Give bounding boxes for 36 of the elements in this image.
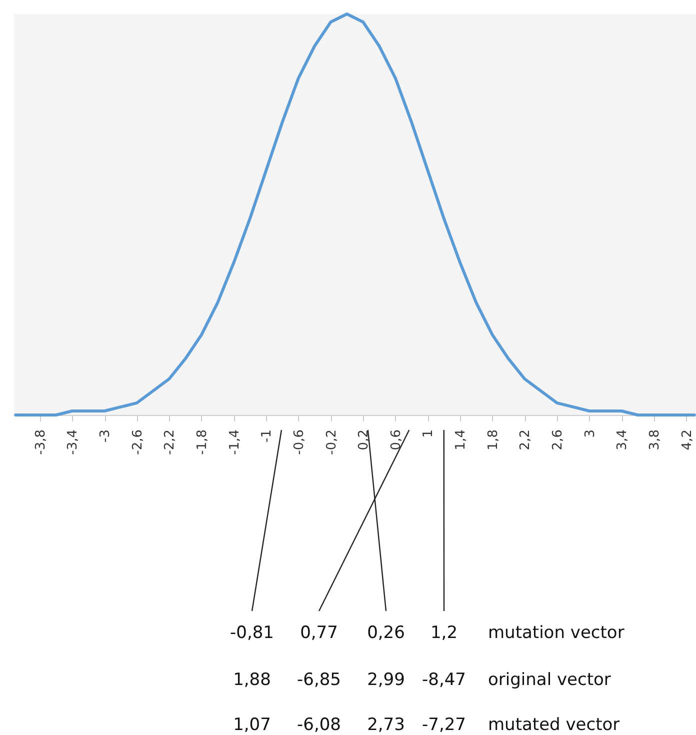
x-tick-label: -0,2: [324, 430, 340, 455]
x-tick-label: -1,4: [227, 430, 242, 455]
text: 0,26: [367, 623, 405, 643]
x-tick-label: -2,2: [162, 430, 178, 455]
text: 1,2: [430, 623, 458, 643]
x-tick-label: 3,8: [647, 430, 662, 450]
x-tick-label: -3,4: [66, 430, 81, 455]
text: -7,27: [422, 715, 466, 735]
text: -8,47: [422, 670, 466, 690]
x-tick-label: 3: [582, 430, 598, 438]
text: -6,08: [297, 715, 341, 735]
x-tick-label: 3,4: [615, 430, 630, 450]
x-tick-label: -2,6: [130, 430, 146, 455]
text: 1,88: [233, 670, 271, 690]
x-tick-label: -3,8: [33, 430, 48, 455]
text: 2,99: [367, 670, 405, 690]
x-tick-label: 2,6: [550, 430, 566, 450]
x-tick-label: -1,8: [194, 430, 210, 455]
x-tick-label: -1: [260, 430, 275, 442]
x-tick-label: 0,2: [356, 430, 372, 450]
text: 0,77: [300, 623, 338, 643]
x-tick-label: 1: [421, 430, 436, 438]
x-tick-label: 0,6: [388, 430, 404, 450]
x-tick-label: -0,6: [292, 430, 307, 455]
x-tick-label: 2,2: [518, 430, 534, 450]
text: 1,07: [233, 715, 271, 735]
text: 2,73: [367, 715, 405, 735]
text: mutated vector: [488, 715, 620, 735]
x-tick-label: -3: [98, 430, 113, 442]
x-tick-label: 1,8: [486, 430, 501, 450]
text: -6,85: [297, 670, 341, 690]
text: original vector: [488, 670, 611, 690]
text: mutation vector: [488, 623, 624, 643]
text: -0,81: [230, 623, 274, 643]
x-tick-label: 4,2: [680, 430, 695, 450]
x-tick-label: 1,4: [454, 430, 469, 450]
